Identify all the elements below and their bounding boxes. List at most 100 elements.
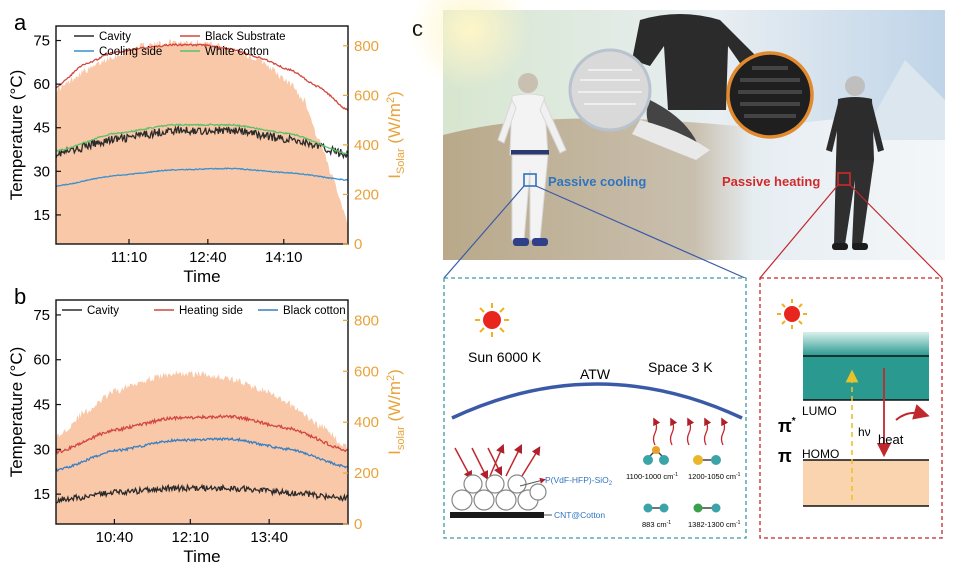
y-tick-label: 75: [33, 307, 50, 324]
hv-label: hν: [858, 425, 871, 439]
y2-tick-label: 400: [354, 137, 379, 154]
passive-cooling-label: Passive cooling: [548, 174, 646, 189]
panel-c-illustration: c: [410, 0, 945, 539]
garment-illustration: [568, 14, 814, 160]
infrared-emission-arrows: [652, 417, 729, 446]
cnt-cotton-layer: [450, 512, 544, 518]
scene-ground: [443, 116, 945, 260]
panel-a-label: a: [14, 10, 27, 35]
walker-white-clothes: [497, 73, 567, 246]
lumo-label: LUMO: [802, 404, 837, 418]
y2-tick-label: 800: [354, 38, 379, 55]
passive-heating-label: Passive heating: [722, 174, 820, 189]
white-fiber-zoom: [568, 48, 652, 132]
x-tick-label: 12:10: [172, 529, 210, 546]
legend-label: Heating side: [179, 305, 243, 317]
y-axis-label: Temperature (°C): [7, 347, 26, 478]
series-line-cooling-side: [55, 167, 349, 187]
heating-connector-lines: [759, 184, 943, 279]
x-tick-label: 13:40: [250, 529, 288, 546]
plot-frame: [55, 25, 349, 245]
walker-black-clothes: [826, 76, 884, 250]
series-line-black-substrate: [55, 43, 349, 112]
legend-label: Cooling side: [99, 46, 162, 58]
fabric-label: CNT@Cotton: [554, 510, 605, 520]
solar-irradiance-area: [56, 370, 348, 524]
x-axis-label: Time: [183, 547, 220, 566]
legend-label: Cavity: [87, 305, 119, 317]
heating-marker-box: [837, 172, 851, 186]
y2-tick-label: 0: [354, 236, 362, 253]
y-tick-label: 15: [33, 207, 50, 224]
heat-label: heat: [878, 432, 904, 447]
legend-label: White cotton: [205, 46, 269, 58]
sun-temperature-label: Sun 6000 K: [468, 349, 542, 365]
x-tick-label: 10:40: [96, 529, 134, 546]
panel-a-chart: a 15 30 45 60 75 0 200 400 600 800 11:10 12:40 14:10…: [7, 10, 407, 286]
homo-label: HOMO: [802, 447, 839, 461]
y2-axis-label: ISolar (W/m2): [385, 91, 407, 179]
solar-irradiance-area: [56, 39, 348, 244]
sun-icon-heating: [777, 299, 807, 329]
y-tick-label: 30: [33, 441, 50, 458]
molecule-icon-1: [643, 446, 669, 465]
series-line-cavity: [55, 125, 349, 160]
legend-label: Cavity: [99, 31, 131, 43]
y-tick-label: 45: [33, 120, 50, 137]
atw-arc: [451, 382, 743, 420]
x-tick-label: 11:10: [111, 249, 147, 266]
bond-label-2: 1200-1050 cm-1: [688, 472, 741, 481]
panel-b-plot-area: 15 30 45 60 75 0 200 400 600 800 10:40 12:10 13:40 Ti…: [7, 299, 407, 566]
reflected-sunlight-rays: [454, 443, 541, 481]
atw-label: ATW: [580, 366, 611, 382]
pi-label: π: [778, 446, 792, 466]
sun-icon: [475, 303, 509, 337]
legend: Cavity Black Substrate Cooling side White c…: [74, 31, 286, 58]
plot-frame: [55, 299, 349, 525]
y2-axis-label: Isolar (W/m2): [385, 369, 407, 455]
legend-label: Black Substrate: [205, 31, 286, 43]
scene-illustration: Passive cooling Passive heating: [410, 0, 945, 260]
space-temperature-label: Space 3 K: [648, 359, 713, 375]
y-tick-label: 45: [33, 397, 50, 414]
legend: Cavity Heating side Black cotton: [62, 305, 346, 317]
y-tick-label: 30: [33, 163, 50, 180]
bond-label-3: 883 cm-1: [642, 520, 671, 529]
y-tick-label: 60: [33, 76, 50, 93]
black-fiber-zoom: [726, 51, 814, 139]
cooling-marker-box: [523, 173, 537, 187]
cooling-mechanism-box: Sun 6000 K ATW Space 3 K P(VdF-HFP)-S: [443, 277, 747, 539]
molecule-icon-4: [693, 503, 721, 513]
y2-tick-label: 0: [354, 516, 362, 533]
series-line-black-cotton: [55, 436, 349, 473]
molecule-icon-2: [693, 455, 721, 465]
x-tick-label: 12:40: [189, 249, 227, 266]
series-line-white-cotton: [55, 123, 349, 155]
heating-mechanism-box: π* LUMO π HOMO hν heat: [759, 277, 943, 539]
y2-tick-label: 200: [354, 186, 379, 203]
y-tick-label: 60: [33, 352, 50, 369]
panel-b-chart: b 15 30 45 60 75 0 200 400 600 800 10:40 12:10 13:40…: [7, 284, 407, 566]
bond-label-1: 1100-1000 cm-1: [626, 472, 678, 481]
series-line-cavity: [55, 483, 349, 504]
heat-icon: [895, 404, 930, 421]
bond-label-4: 1382-1300 cm-1: [688, 520, 741, 529]
cooling-connector-lines: [443, 185, 746, 279]
panel-a-plot-area: 15 30 45 60 75 0 200 400 600 800 11:10 12:40 14:10 Ti…: [7, 25, 407, 286]
y2-tick-label: 200: [354, 465, 379, 482]
coating-label: P(VdF-HFP)-SiO2: [545, 475, 613, 487]
y-tick-label: 75: [33, 33, 50, 50]
scene-mountain: [860, 60, 945, 140]
scene-sun-glow: [410, 0, 530, 90]
y2-tick-label: 600: [354, 363, 379, 380]
y-tick-label: 15: [33, 486, 50, 503]
pi-star-label: π*: [778, 416, 796, 436]
x-tick-label: 14:10: [265, 249, 303, 266]
y2-tick-label: 400: [354, 414, 379, 431]
y2-tick-label: 600: [354, 87, 379, 104]
y-axis-label: Temperature (°C): [7, 70, 26, 201]
lumo-band: [803, 332, 929, 400]
legend-label: Black cotton: [283, 305, 346, 317]
x-axis-label: Time: [183, 267, 220, 286]
